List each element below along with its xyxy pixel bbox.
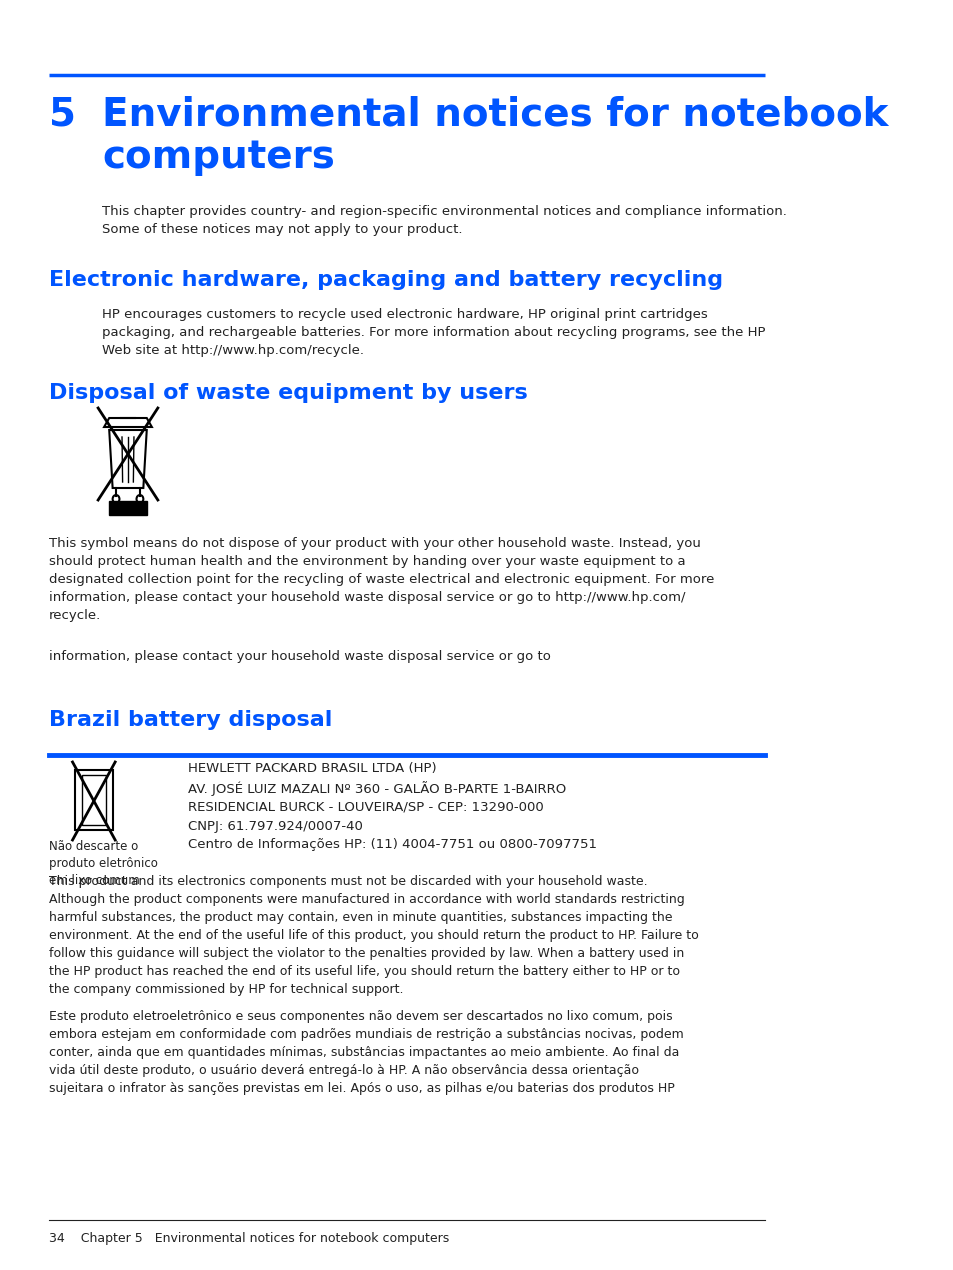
Bar [109, 500, 147, 516]
Text: HEWLETT PACKARD BRASIL LTDA (HP): HEWLETT PACKARD BRASIL LTDA (HP) [188, 762, 436, 775]
Text: Environmental notices for notebook: Environmental notices for notebook [102, 95, 888, 133]
Text: This product and its electronics components must not be discarded with your hous: This product and its electronics compone… [49, 875, 698, 996]
Text: 34    Chapter 5   Environmental notices for notebook computers: 34 Chapter 5 Environmental notices for n… [49, 1232, 449, 1245]
Text: Centro de Informações HP: (11) 4004-7751 ou 0800-7097751: Centro de Informações HP: (11) 4004-7751… [188, 838, 596, 851]
Text: computers: computers [102, 138, 335, 177]
Text: This symbol means do not dispose of your product with your other household waste: This symbol means do not dispose of your… [49, 537, 713, 622]
Text: information, please contact your household waste disposal service or go to: information, please contact your househo… [49, 650, 555, 663]
Text: Este produto eletroeletrônico e seus componentes não devem ser descartados no li: Este produto eletroeletrônico e seus com… [49, 1010, 682, 1095]
Text: Não descarte o
produto eletrônico
em lixo comum: Não descarte o produto eletrônico em lix… [49, 839, 157, 886]
Text: Brazil battery disposal: Brazil battery disposal [49, 710, 332, 730]
Text: CNPJ: 61.797.924/0007-40: CNPJ: 61.797.924/0007-40 [188, 820, 362, 833]
Text: Electronic hardware, packaging and battery recycling: Electronic hardware, packaging and batte… [49, 271, 722, 290]
Text: Disposal of waste equipment by users: Disposal of waste equipment by users [49, 384, 527, 403]
Text: This chapter provides country- and region-specific environmental notices and com: This chapter provides country- and regio… [102, 204, 786, 236]
Text: RESIDENCIAL BURCK - LOUVEIRA/SP - CEP: 13290-000: RESIDENCIAL BURCK - LOUVEIRA/SP - CEP: 1… [188, 800, 543, 813]
Text: AV. JOSÉ LUIZ MAZALI Nº 360 - GALÃO B-PARTE 1-BAIRRO: AV. JOSÉ LUIZ MAZALI Nº 360 - GALÃO B-PA… [188, 781, 565, 796]
Text: HP encourages customers to recycle used electronic hardware, HP original print c: HP encourages customers to recycle used … [102, 309, 765, 357]
Text: 5: 5 [49, 95, 75, 133]
